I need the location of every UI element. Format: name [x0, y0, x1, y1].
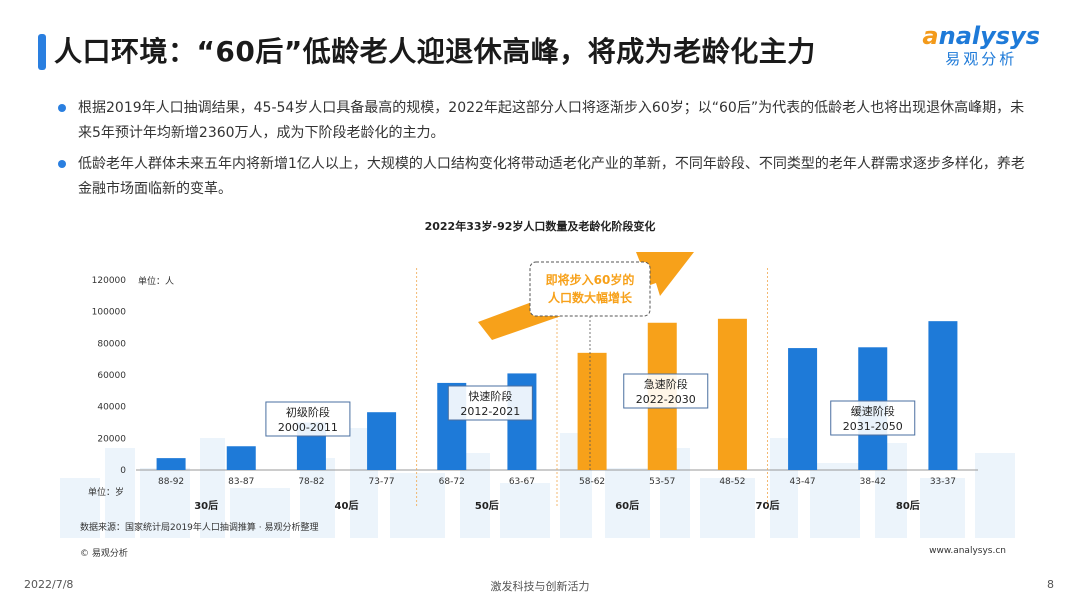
- stage-name: 初级阶段: [286, 405, 330, 419]
- x-tick-label: 73-77: [369, 477, 395, 487]
- copyright: © 易观分析: [80, 549, 128, 559]
- footer-slogan: 激发科技与创新活力: [490, 580, 590, 593]
- generation-label: 50后: [475, 499, 499, 512]
- x-tick-label: 83-87: [228, 477, 254, 487]
- stage-years: 2031-2050: [843, 420, 903, 433]
- website-link[interactable]: www.analysys.cn: [929, 546, 1006, 556]
- x-tick-label: 43-47: [790, 477, 816, 487]
- summary-bullets: 根据2019年人口抽调结果，45-54岁人口具备最高的规模，2022年起这部分人…: [58, 96, 1033, 208]
- y-tick-label: 80000: [97, 339, 126, 349]
- bullet-item: 低龄老年人群体未来五年内将新增1亿人以上，大规模的人口结构变化将带动适老化产业的…: [58, 152, 1033, 202]
- x-tick-label: 58-62: [579, 477, 605, 487]
- y-tick-label: 60000: [97, 371, 126, 381]
- generation-label: 40后: [335, 499, 359, 512]
- x-tick-label: 78-82: [298, 477, 324, 487]
- x-axis-unit-label: 单位：岁: [88, 486, 124, 498]
- bullet-dot-icon: [58, 104, 66, 112]
- stage-name: 缓速阶段: [851, 404, 895, 418]
- bullet-dot-icon: [58, 160, 66, 168]
- footer-date: 2022/7/8: [24, 578, 74, 591]
- y-tick-label: 120000: [92, 276, 127, 286]
- y-tick-label: 100000: [92, 308, 127, 318]
- stage-years: 2022-2030: [636, 393, 696, 406]
- analysys-logo: analysys 易观分析: [922, 22, 1040, 69]
- stage-name: 急速阶段: [644, 377, 688, 391]
- stage-box: [830, 400, 916, 436]
- data-source: 数据来源：国家统计局2019年人口抽调推算 · 易观分析整理: [80, 523, 319, 533]
- stage-years: 2012-2021: [460, 405, 520, 418]
- page-title: 人口环境：“60后”低龄老人迎退休高峰，将成为老龄化主力: [54, 35, 816, 68]
- logo-text-cn: 易观分析: [945, 50, 1018, 68]
- x-tick-label: 53-57: [649, 477, 675, 487]
- generation-label: 80后: [896, 499, 920, 512]
- y-tick-label: 20000: [97, 434, 126, 444]
- bar: [367, 412, 397, 470]
- page-number: 8: [1047, 578, 1054, 591]
- stage-name: 快速阶段: [468, 389, 512, 403]
- background-city-silhouette: [60, 428, 1015, 538]
- title-accent-bar: [38, 34, 46, 70]
- bar: [788, 348, 818, 470]
- logo-text-en: analysys: [922, 22, 1040, 50]
- y-tick-label: 0: [120, 466, 126, 476]
- stage-years: 2000-2011: [278, 421, 338, 434]
- stage-box: [265, 401, 351, 437]
- x-tick-label: 68-72: [439, 477, 465, 487]
- callout-box: [529, 261, 651, 317]
- bar: [156, 458, 186, 470]
- y-axis-unit-label: 单位：人: [138, 275, 174, 287]
- x-tick-label: 48-52: [719, 477, 745, 487]
- generation-label: 30后: [194, 499, 218, 512]
- generation-label: 60后: [615, 499, 639, 512]
- stage-box: [623, 373, 709, 409]
- bar: [717, 318, 747, 470]
- bar: [226, 446, 256, 470]
- y-tick-label: 40000: [97, 403, 126, 413]
- bullet-item: 根据2019年人口抽调结果，45-54岁人口具备最高的规模，2022年起这部分人…: [58, 96, 1033, 146]
- x-tick-label: 88-92: [158, 477, 184, 487]
- x-tick-label: 63-67: [509, 477, 535, 487]
- bar: [928, 321, 958, 470]
- x-tick-label: 38-42: [860, 477, 886, 487]
- callout-text-line2: 人口数大幅增长: [548, 290, 633, 305]
- callout-text-line1: 即将步入60岁的: [546, 272, 635, 287]
- bullet-text: 低龄老年人群体未来五年内将新增1亿人以上，大规模的人口结构变化将带动适老化产业的…: [78, 156, 1025, 197]
- x-tick-label: 33-37: [930, 477, 956, 487]
- bullet-text: 根据2019年人口抽调结果，45-54岁人口具备最高的规模，2022年起这部分人…: [78, 100, 1025, 141]
- bar: [577, 352, 607, 470]
- chart-title: 2022年33岁-92岁人口数量及老龄化阶段变化: [424, 220, 656, 233]
- stage-box: [447, 385, 533, 421]
